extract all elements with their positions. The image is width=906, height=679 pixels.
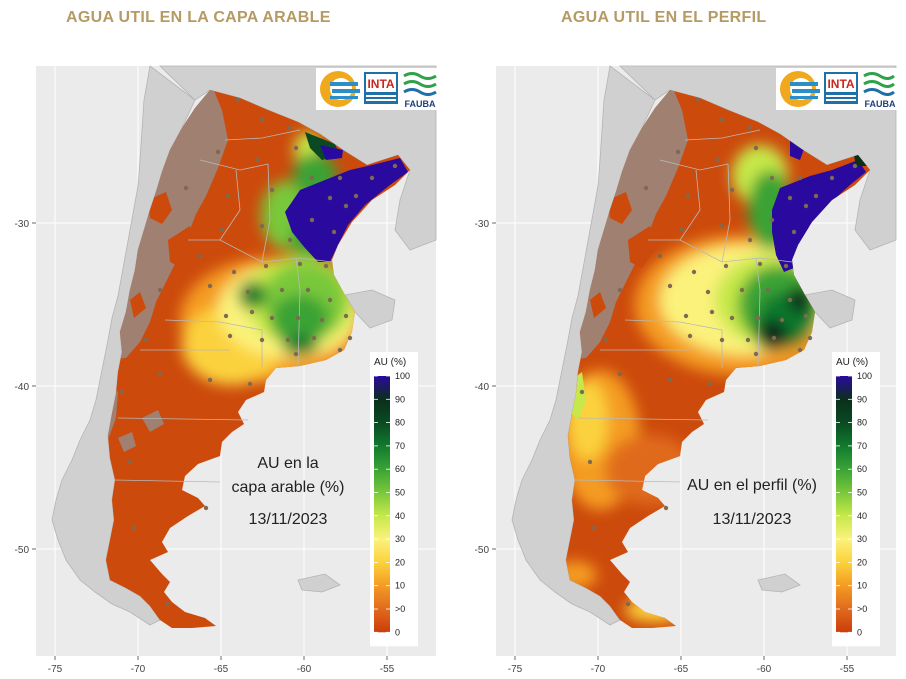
y-tick: -30 [15, 219, 30, 230]
panel-2-province-borders [574, 129, 793, 483]
fauba-logo-text: FAUBA [405, 99, 436, 109]
y-tick: -50 [475, 545, 490, 556]
panel-1-legend: AU (%) 100 90 80 70 60 50 40 30 20 10 >0 0 [370, 352, 418, 647]
legend-label: 0 [395, 627, 400, 637]
legend-label: 30 [395, 534, 405, 544]
x-tick: -60 [297, 664, 312, 675]
legend-label: 20 [395, 557, 405, 567]
panel-2-annotation: AU en el perfil (%) 13/11/2023 [687, 477, 817, 528]
legend-label: 20 [857, 557, 867, 567]
x-tick: -75 [508, 664, 523, 675]
legend-colorbar [836, 376, 852, 633]
inta-logo-icon: INTA [824, 72, 858, 104]
legend-label: 100 [395, 371, 410, 381]
y-tick: -50 [15, 545, 30, 556]
legend-label: 70 [395, 441, 405, 451]
annotation-date: 13/11/2023 [249, 511, 328, 528]
panel-1-title: AGUA UTIL EN LA CAPA ARABLE [66, 9, 331, 26]
legend-label: 30 [857, 534, 867, 544]
x-tick: -65 [214, 664, 229, 675]
panel-2-title: AGUA UTIL EN EL PERFIL [561, 9, 767, 26]
legend-title: AU (%) [374, 357, 406, 368]
legend-label: 60 [857, 464, 867, 474]
x-tick: -65 [674, 664, 689, 675]
sun-water-logo-icon [780, 71, 820, 107]
x-tick: -70 [591, 664, 606, 675]
legend-label: 50 [395, 488, 405, 498]
legend-label: 100 [857, 371, 872, 381]
x-tick: -70 [131, 664, 146, 675]
panel-1-stations [119, 97, 398, 607]
annotation-date: 13/11/2023 [713, 511, 792, 528]
panel-2-stations [579, 97, 858, 607]
x-tick: -55 [840, 664, 855, 675]
x-tick: -55 [380, 664, 395, 675]
panel-1-logos: INTA FAUBA [316, 68, 450, 110]
y-tick: -40 [15, 382, 30, 393]
panel-1-annotation: AU en la capa arable (%) 13/11/2023 [232, 455, 345, 528]
legend-title: AU (%) [836, 357, 868, 368]
y-tick: -30 [475, 219, 490, 230]
legend-label: 70 [857, 441, 867, 451]
fauba-logo-text: FAUBA [865, 99, 896, 109]
fauba-logo-icon: FAUBA [863, 72, 896, 109]
panel-1-axes: -75 -70 -65 -60 -55 -30 -40 -50 [15, 219, 395, 675]
sun-water-logo-icon [320, 71, 360, 107]
legend-label: 0 [857, 627, 862, 637]
x-tick: -60 [757, 664, 772, 675]
fauba-logo-icon: FAUBA [403, 72, 437, 109]
legend-label: 60 [395, 464, 405, 474]
annotation-line-2: capa arable (%) [232, 479, 345, 496]
x-tick: -75 [48, 664, 63, 675]
legend-colorbar [374, 376, 390, 633]
inta-logo-icon: INTA [364, 72, 398, 104]
legend-label: 50 [857, 488, 867, 498]
legend-label: 10 [395, 581, 405, 591]
annotation-line-1: AU en el perfil (%) [687, 477, 817, 494]
y-tick: -40 [475, 382, 490, 393]
panel-2-legend: AU (%) 100 90 80 70 60 50 40 30 20 10 >0 0 [832, 352, 880, 647]
legend-label: 90 [395, 394, 405, 404]
panel-2-axes: -75 -70 -65 -60 -55 -30 -40 -50 [475, 219, 855, 675]
legend-label: 40 [395, 511, 405, 521]
panel-1-province-borders [114, 129, 333, 483]
panel-1-map: INTA FAUBA AU en la capa arable (%) 13/1… [15, 65, 450, 675]
legend-label: 80 [395, 418, 405, 428]
legend-label: 80 [857, 418, 867, 428]
inta-logo-text: INTA [367, 77, 394, 91]
legend-label: >0 [395, 604, 405, 614]
legend-label: 90 [857, 394, 867, 404]
inta-logo-text: INTA [827, 77, 854, 91]
legend-label: 10 [857, 581, 867, 591]
legend-label: 40 [857, 511, 867, 521]
panel-2-logos: INTA FAUBA [776, 68, 898, 110]
legend-label: >0 [857, 604, 867, 614]
annotation-line-1: AU en la [257, 455, 318, 472]
panel-2-map: INTA FAUBA AU en el perfil (%) 13/11/202… [475, 65, 898, 675]
panel-2-neighbor-land [511, 65, 897, 626]
